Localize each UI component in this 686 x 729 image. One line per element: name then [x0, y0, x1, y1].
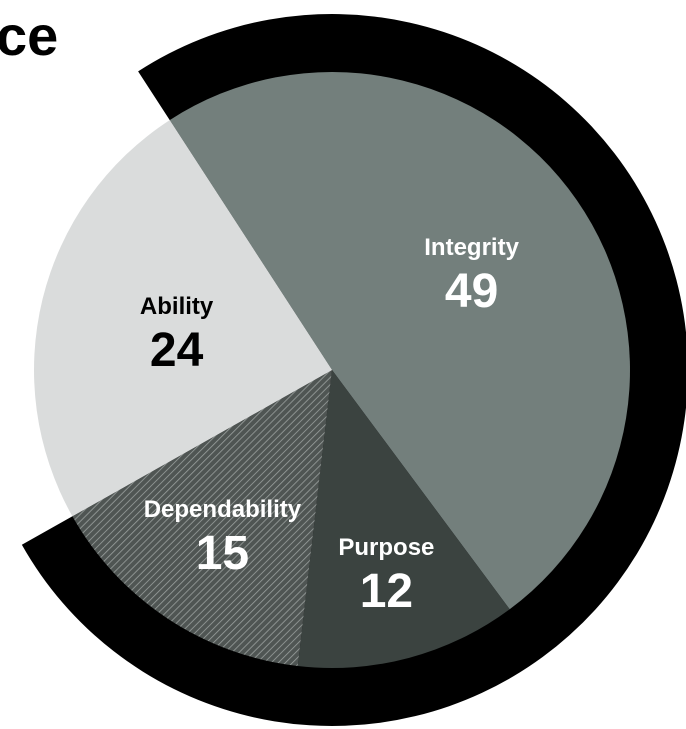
- slice-label-purpose: Purpose: [338, 534, 434, 561]
- pie-slice-ability: [34, 120, 332, 517]
- chart-title: ce: [0, 4, 58, 67]
- pie-slice-dependability: [72, 370, 332, 667]
- slice-label-integrity: Integrity: [424, 234, 519, 261]
- slice-value-integrity: 49: [445, 265, 498, 318]
- pie-slice-integrity: [169, 72, 630, 610]
- slice-label-dependability: Dependability: [144, 496, 302, 523]
- slice-value-purpose: 12: [360, 565, 413, 618]
- slice-label-ability: Ability: [140, 293, 214, 320]
- slice-labels: Integrity 49 Purpose 12 Dependability 15 Abili…: [140, 234, 520, 618]
- pie-slice-purpose: [297, 370, 510, 669]
- slice-value-ability: 24: [150, 324, 204, 377]
- pie-slices: [34, 72, 630, 669]
- slice-value-dependability: 15: [196, 527, 249, 580]
